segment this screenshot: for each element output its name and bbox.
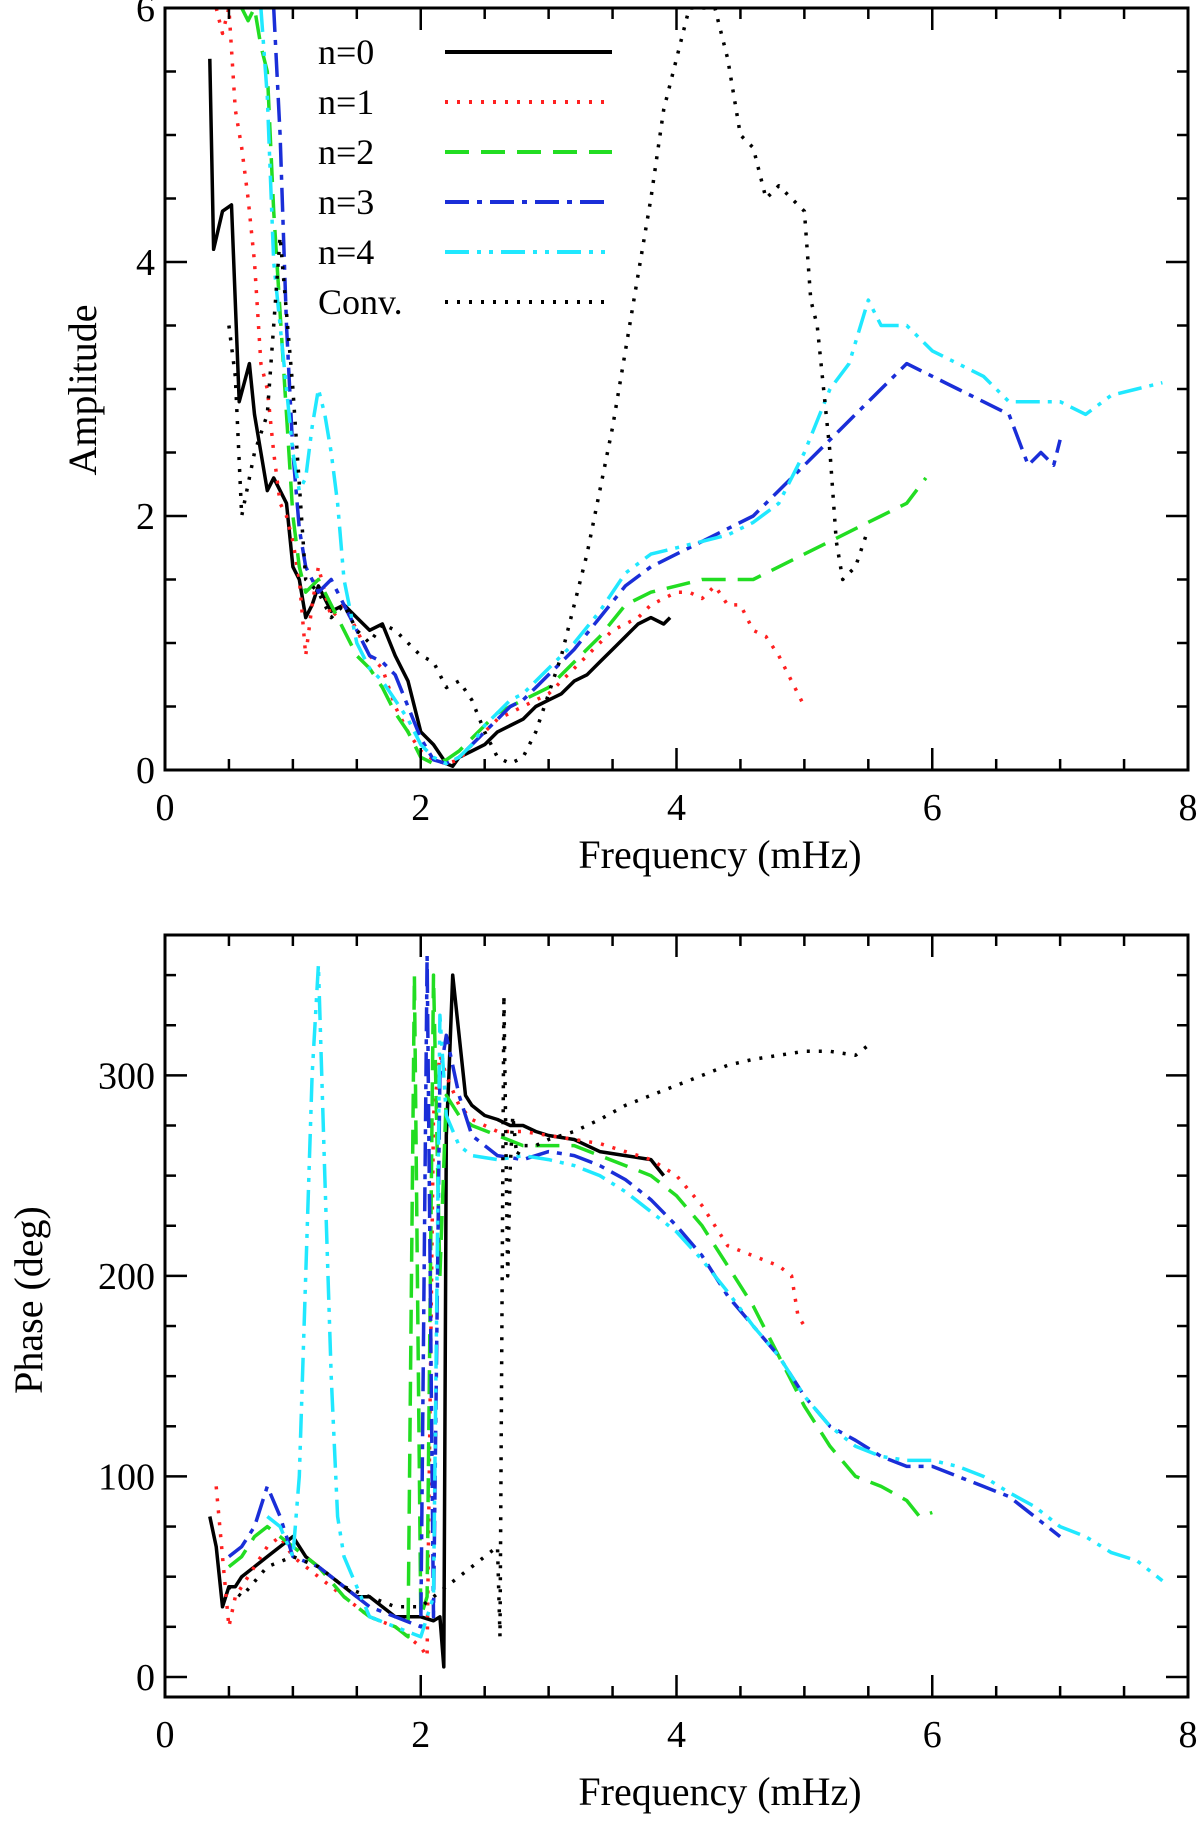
amplitude-series-lines xyxy=(208,8,1163,768)
legend-label: n=1 xyxy=(318,82,374,122)
x-tick-label: 6 xyxy=(923,1714,942,1756)
y-tick-label: 4 xyxy=(136,242,155,284)
y-tick-label: 200 xyxy=(98,1256,155,1298)
series-line-n4 xyxy=(266,963,1164,1639)
series-line-n2 xyxy=(227,973,933,1639)
amplitude-y-axis-label: Amplitude xyxy=(60,304,105,475)
x-tick-label: 2 xyxy=(411,1714,430,1756)
phase-y-axis-label: Phase (deg) xyxy=(6,1206,51,1394)
x-tick-label: 0 xyxy=(156,1714,175,1756)
series-line-n1 xyxy=(214,8,806,766)
series-line-conv xyxy=(227,993,870,1639)
legend-label: n=0 xyxy=(318,32,374,72)
x-tick-label: 6 xyxy=(923,787,942,829)
phase-plot-frame xyxy=(163,933,1190,1699)
amplitude-x-axis-label: Frequency (mHz) xyxy=(578,832,861,877)
y-tick-label: 300 xyxy=(98,1055,155,1097)
series-line-n1 xyxy=(214,1053,806,1659)
series-line-n0 xyxy=(208,973,666,1669)
legend: n=0 n=1 n=2 n=3 n=4 Conv. xyxy=(318,32,612,322)
x-tick-label: 8 xyxy=(1179,1714,1198,1756)
phase-axis-ticks: 0 2 4 6 8 0 100 200 300 xyxy=(98,935,1198,1756)
x-tick-label: 0 xyxy=(156,787,175,829)
amplitude-plot-frame xyxy=(163,6,1190,772)
legend-label: n=2 xyxy=(318,132,374,172)
y-tick-label: 2 xyxy=(136,496,155,538)
series-line-n3 xyxy=(227,953,1062,1629)
y-tick-label: 0 xyxy=(136,1657,155,1699)
phase-series-lines xyxy=(208,953,1164,1669)
x-tick-label: 2 xyxy=(411,787,430,829)
legend-label: n=4 xyxy=(318,232,374,272)
phase-panel: 0 2 4 6 8 0 100 200 300 Frequency (mHz) Phase (d… xyxy=(6,933,1198,1814)
legend-label: Conv. xyxy=(318,282,403,322)
series-line-n0 xyxy=(208,58,672,768)
x-tick-label: 4 xyxy=(667,1714,686,1756)
legend-label: n=3 xyxy=(318,182,374,222)
y-tick-label: 100 xyxy=(98,1456,155,1498)
series-line-n2 xyxy=(240,8,928,766)
series-line-n3 xyxy=(271,8,1062,766)
series-line-conv xyxy=(227,8,870,766)
phase-x-axis-label: Frequency (mHz) xyxy=(578,1769,861,1814)
amplitude-axis-ticks: 0 2 4 6 8 0 2 4 6 xyxy=(136,0,1198,829)
x-tick-label: 8 xyxy=(1179,787,1198,829)
y-tick-label: 0 xyxy=(136,750,155,792)
y-tick-label: 6 xyxy=(136,0,155,30)
x-tick-label: 4 xyxy=(667,787,686,829)
series-line-n4 xyxy=(259,8,1163,766)
